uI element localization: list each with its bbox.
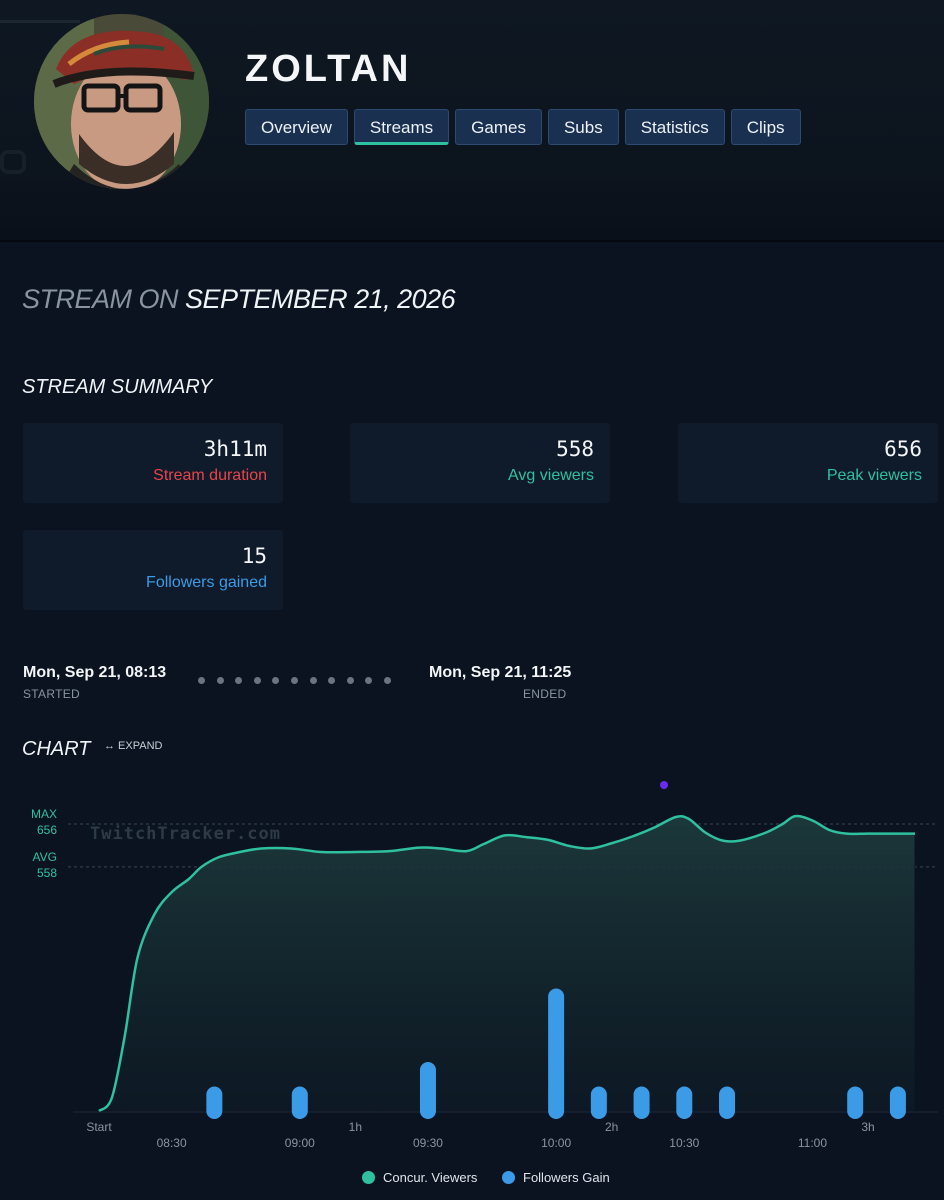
stat-card-peak-viewers: 656 Peak viewers: [678, 423, 938, 503]
stream-end-label: ENDED: [523, 687, 567, 701]
chart-heading: CHART: [22, 738, 91, 760]
x-tick-label: 09:30: [413, 1136, 443, 1150]
followers-bar: [676, 1086, 693, 1119]
stat-label: Stream duration: [153, 467, 267, 484]
stat-card-avg-viewers: 558 Avg viewers: [350, 423, 610, 503]
x-tick-label: 09:00: [285, 1136, 315, 1150]
background-decoration: [0, 150, 26, 174]
tab-games[interactable]: Games: [455, 109, 542, 145]
followers-bar: [206, 1086, 223, 1119]
viewers-area: [99, 816, 915, 1111]
stat-card-followers: 15 Followers gained: [23, 530, 283, 610]
stream-start-label: STARTED: [23, 687, 80, 701]
legend-swatch: [502, 1171, 515, 1184]
followers-bar: [847, 1086, 864, 1119]
avatar-image: [34, 14, 209, 189]
stream-title-date: SEPTEMBER 21, 2026: [185, 284, 456, 314]
followers-bar: [633, 1086, 650, 1119]
stream-title: STREAM ON SEPTEMBER 21, 2026: [22, 284, 456, 315]
x-tick-label: Start: [86, 1120, 112, 1134]
stream-end-date: Mon, Sep 21, 11:25: [429, 664, 572, 681]
tab-subs[interactable]: Subs: [547, 109, 619, 145]
legend-swatch: [362, 1171, 375, 1184]
ref-label-avg: AVG: [33, 850, 57, 864]
stat-label: Peak viewers: [826, 467, 922, 484]
timeline-dot: [328, 677, 336, 684]
ref-value-avg: 558: [37, 866, 57, 880]
stat-value: 15: [241, 544, 267, 568]
expand-button[interactable]: ↔ EXPAND: [104, 740, 163, 752]
followers-bar: [419, 1062, 436, 1119]
x-tick-label: 2h: [605, 1120, 618, 1134]
stat-card-duration: 3h11m Stream duration: [23, 423, 283, 503]
timeline-dot: [291, 677, 298, 684]
stream-start-date: Mon, Sep 21, 08:13: [23, 664, 167, 681]
stat-value: 558: [556, 437, 594, 461]
ref-value-max: 656: [37, 823, 57, 837]
timeline-dot: [272, 677, 280, 684]
stat-label: Avg viewers: [508, 467, 594, 484]
timeline-dot: [309, 677, 317, 684]
legend-item-viewers[interactable]: Concur. Viewers: [362, 1170, 477, 1185]
timeline-dot: [365, 677, 373, 684]
timeline-dot: [216, 677, 224, 684]
followers-bar: [719, 1086, 736, 1119]
summary-heading: STREAM SUMMARY: [22, 376, 213, 398]
viewers-line: [98, 814, 915, 1113]
profile-tabs: Overview Streams Games Subs Statistics C…: [245, 109, 801, 145]
followers-bar: [548, 988, 565, 1119]
timeline-dot: [235, 677, 243, 684]
legend-label: Followers Gain: [523, 1170, 610, 1185]
timeline-dot: [253, 677, 261, 684]
timeline-dot: [198, 677, 205, 684]
x-tick-label: 1h: [349, 1120, 362, 1134]
viewers-chart[interactable]: MAX 656 AVG 558 TwitchTracker.com Start 1h 2h 3h…: [0, 770, 944, 1190]
x-tick-label: 11:00: [798, 1136, 827, 1150]
legend-label: Concur. Viewers: [383, 1170, 478, 1185]
timeline-dot: [384, 677, 391, 684]
tab-overview[interactable]: Overview: [245, 109, 348, 145]
followers-bar: [590, 1086, 607, 1119]
followers-bar: [291, 1086, 308, 1119]
stat-value: 656: [884, 437, 922, 461]
timeline-dot: [346, 677, 354, 684]
background-decoration: [0, 20, 80, 80]
watermark: TwitchTracker.com: [90, 824, 281, 844]
ref-label-max: MAX: [31, 807, 57, 821]
avatar[interactable]: [34, 14, 209, 189]
stat-value: 3h11m: [203, 437, 267, 461]
tab-streams[interactable]: Streams: [353, 109, 450, 145]
x-tick-label: 10:30: [669, 1136, 699, 1150]
x-tick-label: 08:30: [157, 1136, 187, 1150]
legend-item-followers[interactable]: Followers Gain: [502, 1170, 610, 1185]
stat-label: Followers gained: [146, 574, 267, 591]
tab-clips[interactable]: Clips: [730, 109, 801, 145]
x-tick-label: 10:00: [541, 1136, 571, 1150]
streamer-name: ZOLTAN: [245, 48, 412, 90]
stream-title-prefix: STREAM ON: [22, 284, 179, 314]
tab-statistics[interactable]: Statistics: [624, 109, 725, 145]
profile-header: ZOLTAN Overview Streams Games Subs Stati…: [0, 0, 944, 242]
marker-dot: [660, 781, 668, 789]
x-tick-label: 3h: [861, 1120, 874, 1134]
followers-bar: [889, 1086, 906, 1119]
